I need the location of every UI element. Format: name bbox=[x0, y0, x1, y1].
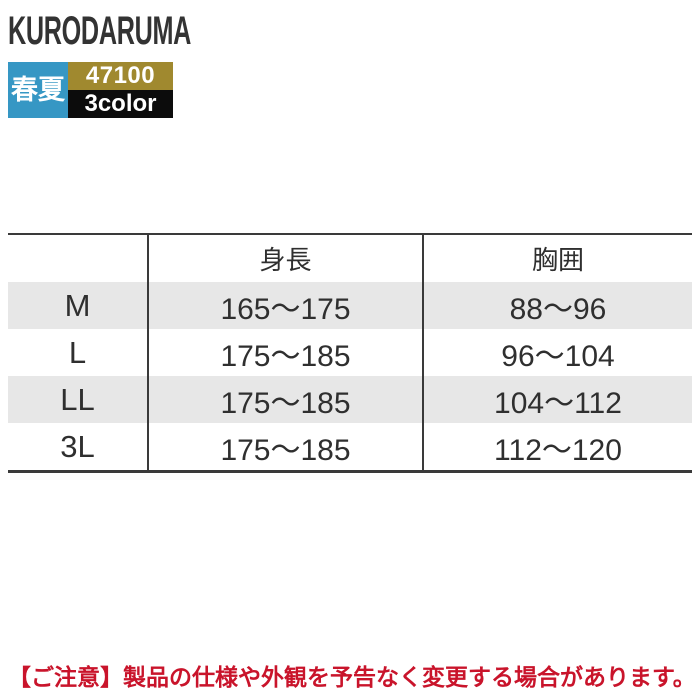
table-row-ll: LL 175〜185 104〜112 bbox=[8, 376, 692, 423]
height-column-header: 身長 bbox=[147, 234, 423, 282]
chest-value: 96〜104 bbox=[422, 329, 692, 376]
size-label: 3L bbox=[60, 428, 95, 464]
size-label: M bbox=[8, 282, 148, 329]
brand-logo: KURODARUMA bbox=[8, 9, 192, 53]
height-value: 175〜185 bbox=[147, 423, 423, 472]
table-row-m: M 165〜175 88〜96 bbox=[8, 282, 692, 329]
size-column-header bbox=[8, 234, 148, 282]
height-value: 165〜175 bbox=[147, 282, 423, 329]
chest-value: 88〜96 bbox=[422, 282, 692, 329]
color-count-badge: 3color bbox=[68, 90, 173, 118]
season-badge: 春夏 bbox=[8, 62, 68, 118]
size-table: 身長 胸囲 M 165〜175 88〜96 L 175〜185 96〜104 L… bbox=[8, 233, 692, 473]
size-table-header-row: 身長 胸囲 bbox=[8, 234, 692, 282]
table-row-3l: 3L 175〜185 112〜120 bbox=[8, 423, 692, 472]
table-row-l: L 175〜185 96〜104 bbox=[8, 329, 692, 376]
height-value: 175〜185 bbox=[147, 329, 423, 376]
chest-value: 112〜120 bbox=[422, 423, 692, 472]
chest-column-header: 胸囲 bbox=[422, 234, 692, 282]
caution-notice: 【ご注意】製品の仕様や外観を予告なく変更する場合があります。 bbox=[8, 664, 696, 690]
height-value: 175〜185 bbox=[147, 376, 423, 423]
size-label: LL bbox=[8, 376, 148, 423]
product-code-badge: 47100 bbox=[68, 62, 173, 90]
size-label: L bbox=[68, 334, 87, 370]
chest-value: 104〜112 bbox=[422, 376, 692, 423]
